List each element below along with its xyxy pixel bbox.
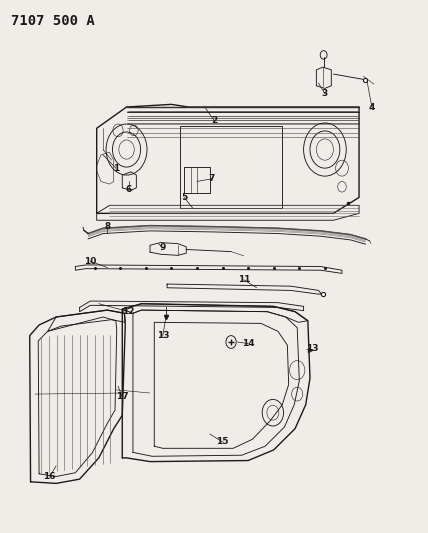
Text: 5: 5: [181, 193, 187, 202]
Text: 4: 4: [369, 102, 375, 111]
Text: 12: 12: [122, 307, 135, 316]
Text: 17: 17: [116, 392, 128, 401]
Text: 9: 9: [160, 244, 166, 253]
Text: 15: 15: [216, 438, 229, 447]
Text: 10: 10: [84, 257, 96, 265]
Text: 16: 16: [44, 472, 56, 481]
Text: 3: 3: [322, 89, 328, 98]
Text: 8: 8: [104, 222, 110, 231]
Text: 2: 2: [211, 116, 217, 125]
Text: 14: 14: [242, 339, 254, 348]
Text: 6: 6: [125, 185, 132, 194]
Text: 11: 11: [238, 275, 250, 284]
Text: 1: 1: [113, 164, 119, 173]
Text: 7: 7: [209, 174, 215, 183]
Text: 13: 13: [157, 331, 169, 340]
Text: 7107 500 A: 7107 500 A: [12, 14, 95, 28]
Text: 13: 13: [306, 344, 318, 353]
